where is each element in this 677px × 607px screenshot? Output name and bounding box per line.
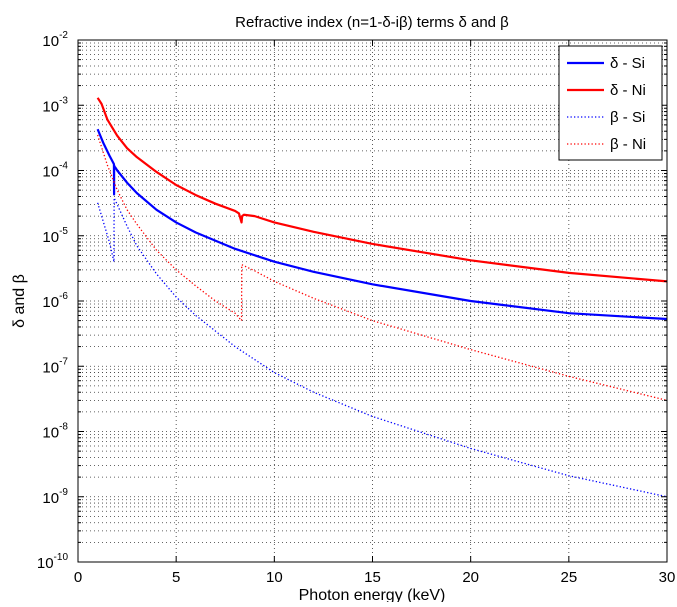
x-axis-label: Photon energy (keV) bbox=[299, 587, 446, 602]
y-tick-label: 10-6 bbox=[42, 291, 68, 311]
series-line-3 bbox=[97, 134, 668, 402]
series-layer bbox=[96, 97, 668, 498]
y-tick-label: 10-4 bbox=[42, 161, 68, 181]
x-tick-label: 5 bbox=[172, 569, 180, 586]
y-tick-label: 10-7 bbox=[42, 356, 68, 376]
y-tick-label: 10-2 bbox=[42, 30, 68, 50]
x-tick-label: 10 bbox=[266, 569, 283, 586]
y-tick-label: 10-8 bbox=[42, 422, 68, 442]
tick-layer: 0 5 10 15 20 25 30 10-10 10-9 10-8 10-7 10-6 10-5 10-… bbox=[37, 30, 675, 586]
x-tick-label: 15 bbox=[364, 569, 381, 586]
series-line-1 bbox=[96, 97, 668, 283]
legend-label: δ - Ni bbox=[610, 82, 646, 99]
y-tick-label: 10-9 bbox=[42, 487, 68, 507]
chart-title: Refractive index (n=1-δ-iβ) terms δ and … bbox=[235, 14, 509, 31]
y-tick-label: 10-3 bbox=[42, 95, 68, 115]
legend-label: δ - Si bbox=[610, 55, 645, 72]
x-tick-label: 30 bbox=[659, 569, 676, 586]
legend-label: β - Si bbox=[610, 109, 645, 126]
legend-box bbox=[558, 45, 663, 161]
x-tick-label: 25 bbox=[560, 569, 577, 586]
legend-label: β - Ni bbox=[610, 136, 646, 153]
y-axis-label: δ and β bbox=[11, 274, 28, 328]
y-tick-label: 10-5 bbox=[42, 226, 68, 246]
legend: δ - Si δ - Ni β - Si β - Ni bbox=[558, 45, 663, 161]
series-line-0 bbox=[96, 128, 668, 321]
x-tick-label: 0 bbox=[74, 569, 82, 586]
x-tick-label: 20 bbox=[462, 569, 479, 586]
y-tick-label: 10-10 bbox=[37, 552, 69, 572]
